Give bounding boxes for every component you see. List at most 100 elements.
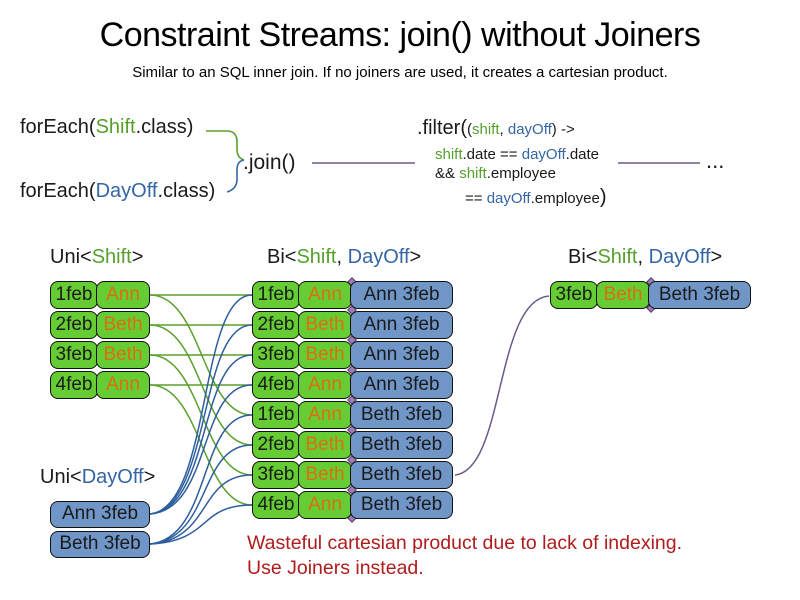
shift-name-cell: Beth	[298, 431, 352, 459]
shift-class-token: Shift	[95, 116, 136, 138]
code-filter-line4: == dayOff.employee)	[465, 186, 607, 209]
shift-name-cell: Ann	[96, 281, 150, 309]
code-filter-line2: shift.date == dayOff.date	[435, 146, 599, 163]
bi-main-header: Bi<Shift, DayOff>	[267, 246, 421, 269]
bi-row: 3feb Beth Ann 3feb	[252, 341, 453, 369]
bi-row: 4feb Ann Ann 3feb	[252, 371, 453, 399]
uni-shift-header: Uni<Shift>	[50, 246, 143, 269]
shift-param-token: shift	[472, 121, 500, 138]
shift-date-cell: 2feb	[252, 311, 300, 339]
shift-line	[149, 294, 253, 416]
dayoff-class-token: DayOff	[95, 180, 158, 202]
code-text: .class)	[157, 180, 216, 202]
page-subtitle: Similar to an SQL inner join. If no join…	[132, 64, 668, 81]
dayoff-line	[149, 384, 253, 515]
shift-line	[149, 324, 253, 446]
dayoff-line	[149, 504, 253, 545]
code-text: &&	[435, 165, 460, 182]
bi-row: 1feb Ann Ann 3feb	[252, 281, 453, 309]
header-text: ,	[336, 246, 348, 268]
shift-brace-line	[206, 130, 245, 161]
shift-date-cell: 3feb	[550, 281, 598, 309]
dayoff-param-token: dayOff	[521, 146, 566, 163]
shift-param-token: shift	[459, 165, 487, 182]
code-text: .employee	[530, 190, 600, 207]
dayoff-param-token: dayOff	[486, 190, 531, 207]
dayoff-pair-cell: Beth 3feb	[350, 491, 453, 519]
shift-date-cell: 4feb	[252, 371, 300, 399]
shift-date-cell: 4feb	[252, 491, 300, 519]
shift-date-cell: 1feb	[252, 401, 300, 429]
shift-date-cell: 1feb	[252, 281, 300, 309]
dayoff-pair-cell: Beth 3feb	[350, 461, 453, 489]
code-text: .date	[565, 146, 600, 163]
shift-name-cell: Ann	[298, 281, 352, 309]
dayoff-pair-cell: Beth 3feb	[350, 431, 453, 459]
code-text: .date ==	[462, 146, 522, 163]
uni-dayoff-row: Ann 3feb	[50, 501, 150, 528]
dayoff-type-token: DayOff	[81, 466, 144, 488]
warning-line1: Wasteful cartesian product due to lack o…	[247, 532, 683, 554]
code-text: ) ->	[551, 121, 575, 138]
shift-date-cell: 1feb	[50, 281, 98, 309]
code-text: forEach(	[20, 116, 96, 138]
page-title: Constraint Streams: join() without Joine…	[99, 16, 701, 54]
header-text: ,	[637, 246, 649, 268]
dayoff-line	[149, 294, 253, 515]
dayoff-pair-cell: Ann 3feb	[350, 281, 453, 309]
code-text: .filter(	[417, 117, 467, 139]
shift-name-cell: Beth	[96, 311, 150, 339]
uni-shift-row: 3feb Beth	[50, 341, 150, 369]
shift-name-cell: Ann	[298, 491, 352, 519]
header-text: >	[131, 246, 144, 268]
warning-text: Wasteful cartesian product due to lack o…	[247, 531, 682, 580]
code-ellipsis: ...	[706, 148, 725, 173]
code-filter-head: .filter((shift, dayOff) ->	[417, 117, 575, 140]
uni-dayoff-row: Beth 3feb	[50, 531, 150, 558]
shift-name-cell: Beth	[596, 281, 650, 309]
dayoff-line	[149, 354, 253, 515]
header-text: >	[409, 246, 422, 268]
shift-name-cell: Ann	[298, 371, 352, 399]
bi-to-result-line	[454, 295, 550, 476]
dayoff-param-token: dayOff	[507, 121, 552, 138]
uni-dayoff-header: Uni<DayOff>	[40, 466, 155, 489]
uni-shift-row: 1feb Ann	[50, 281, 150, 309]
bi-row: 4feb Ann Beth 3feb	[252, 491, 453, 519]
shift-name-cell: Ann	[298, 401, 352, 429]
dayoff-type-token: DayOff	[347, 246, 410, 268]
header-text: >	[710, 246, 723, 268]
shift-type-token: Shift	[597, 246, 638, 268]
code-foreach-shift: forEach(Shift.class)	[20, 116, 193, 139]
bi-result-header: Bi<Shift, DayOff>	[568, 246, 722, 269]
uni-shift-row: 4feb Ann	[50, 371, 150, 399]
shift-date-cell: 3feb	[252, 461, 300, 489]
shift-name-cell: Beth	[96, 341, 150, 369]
header-text: Bi<	[267, 246, 297, 268]
dayoff-pair-cell: Ann 3feb	[350, 341, 453, 369]
shift-date-cell: 2feb	[252, 431, 300, 459]
code-text: ==	[465, 190, 487, 207]
shift-date-cell: 4feb	[50, 371, 98, 399]
code-join: .join()	[243, 151, 296, 174]
code-filter-line3: && shift.employee	[435, 165, 556, 182]
code-text: forEach(	[20, 180, 96, 202]
dayoff-to-bi-lines	[149, 294, 253, 545]
shift-type-token: Shift	[91, 246, 132, 268]
warning-line2: Use Joiners instead.	[247, 556, 424, 579]
shift-name-cell: Ann	[96, 371, 150, 399]
shift-name-cell: Beth	[298, 341, 352, 369]
dayoff-line	[149, 414, 253, 545]
bi-row: 2feb Beth Beth 3feb	[252, 431, 453, 459]
bi-row: 3feb Beth Beth 3feb	[252, 461, 453, 489]
dayoff-pair-cell: Ann 3feb	[350, 311, 453, 339]
code-text: .employee	[486, 165, 556, 182]
uni-shift-row: 2feb Beth	[50, 311, 150, 339]
dayoff-type-token: DayOff	[648, 246, 711, 268]
shift-name-cell: Beth	[298, 311, 352, 339]
code-text: )	[599, 186, 607, 208]
shift-date-cell: 3feb	[252, 341, 300, 369]
shift-to-bi-lines	[149, 294, 253, 506]
shift-param-token: shift	[435, 146, 463, 163]
